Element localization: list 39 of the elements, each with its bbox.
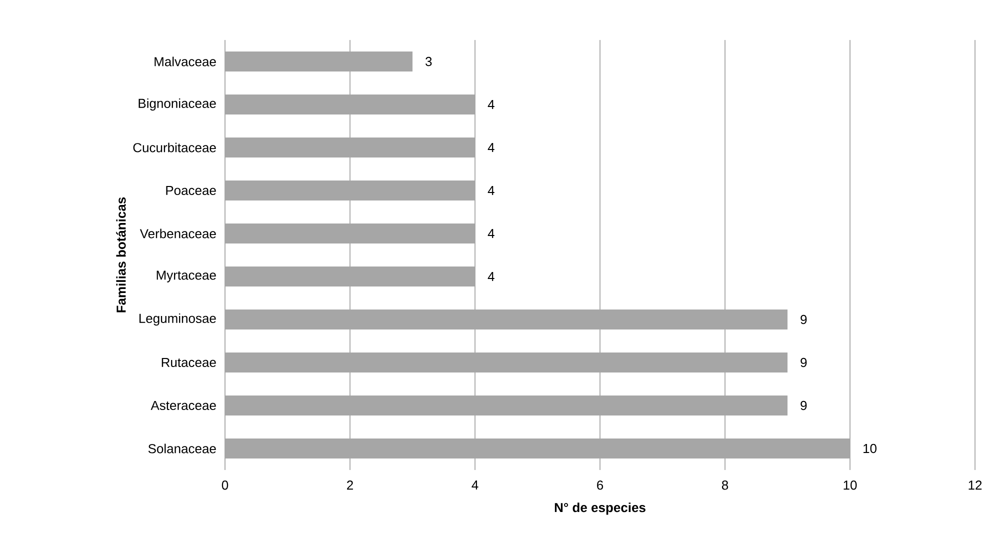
bar bbox=[225, 52, 413, 72]
data-label: 10 bbox=[864, 444, 876, 454]
x-tick-label: 10 bbox=[844, 480, 857, 490]
bar bbox=[225, 396, 788, 416]
data-label: 9 bbox=[800, 358, 807, 368]
y-tick-label: Leguminosae bbox=[139, 313, 216, 326]
y-tick-label: Solanaceae bbox=[148, 444, 216, 454]
x-tick-label: 8 bbox=[722, 480, 728, 490]
x-tick-label: 6 bbox=[597, 480, 604, 490]
bar bbox=[225, 438, 850, 459]
x-tick-label: 12 bbox=[968, 480, 982, 490]
data-label: 4 bbox=[488, 143, 494, 152]
y-tick-label: Bignoniaceae bbox=[138, 98, 216, 111]
x-tick-label: 4 bbox=[472, 480, 478, 490]
bar bbox=[225, 266, 476, 287]
y-tick-label: Cucurbitaceae bbox=[133, 142, 216, 152]
y-axis-title: Familias botánicas bbox=[116, 197, 126, 312]
y-tick-label: Verbenaceae bbox=[140, 228, 216, 238]
y-tick-label: Poaceae bbox=[166, 186, 216, 196]
data-label: 9 bbox=[800, 400, 807, 410]
bar bbox=[225, 352, 788, 373]
data-label: 9 bbox=[800, 314, 807, 324]
data-label: 4 bbox=[488, 100, 494, 109]
y-tick-label: Myrtaceae bbox=[156, 270, 216, 282]
data-label: 3 bbox=[426, 56, 432, 66]
data-label: 4 bbox=[488, 186, 494, 195]
x-tick-label: 0 bbox=[222, 480, 228, 490]
bar bbox=[225, 138, 476, 158]
bar bbox=[225, 94, 476, 115]
y-tick-label: Malvaceae bbox=[154, 56, 216, 66]
bar bbox=[225, 224, 476, 244]
bar bbox=[225, 310, 788, 330]
y-tick-label: Rutaceae bbox=[162, 358, 216, 368]
x-axis-title: N° de especies bbox=[554, 502, 646, 515]
data-label: 4 bbox=[488, 272, 494, 281]
bar bbox=[225, 180, 476, 201]
data-label: 4 bbox=[488, 229, 494, 238]
x-tick-label: 2 bbox=[347, 480, 353, 490]
y-tick-label: Asteraceae bbox=[150, 400, 216, 410]
